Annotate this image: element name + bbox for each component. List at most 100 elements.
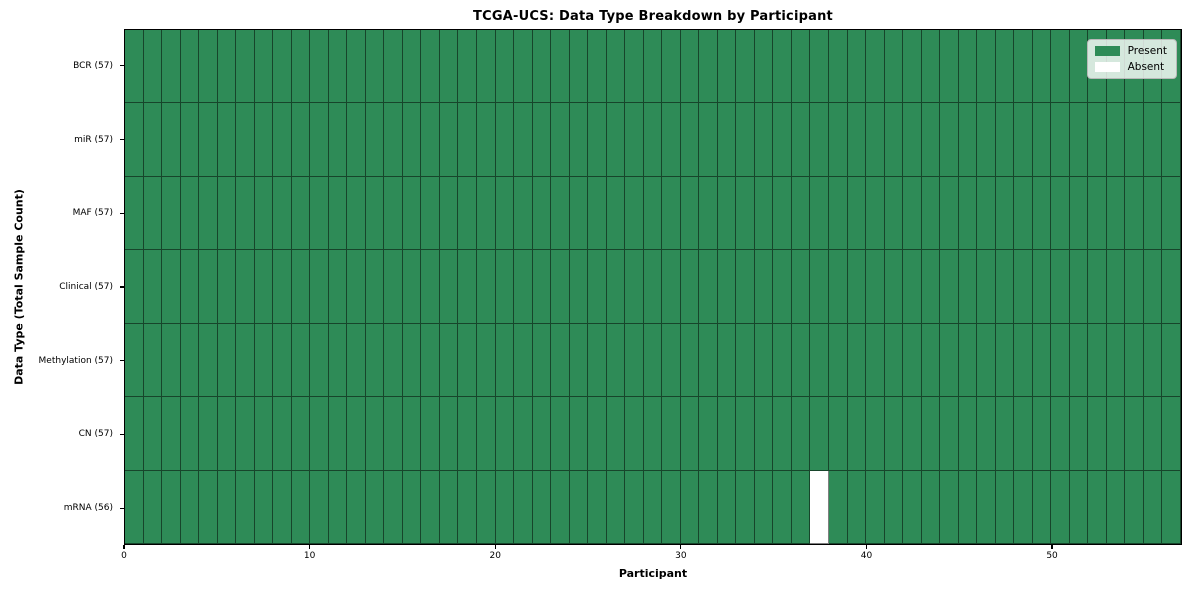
heatmap-cell-cn-9 — [291, 397, 311, 471]
heatmap-cell-clinical-25 — [588, 250, 607, 324]
heatmap-cell-mir-35 — [773, 103, 792, 177]
heatmap-cell-mrna-51 — [1069, 470, 1089, 544]
heatmap-cell-mrna-7 — [254, 470, 274, 544]
heatmap-cell-cn-47 — [995, 397, 1015, 471]
heatmap-cell-bcr-41 — [884, 30, 904, 104]
heatmap-cell-bcr-19 — [476, 30, 496, 104]
heatmap-cell-cn-25 — [588, 397, 607, 471]
heatmap-cell-clinical-55 — [1143, 250, 1163, 324]
heatmap-cell-mrna-16 — [421, 470, 440, 544]
heatmap-cell-clinical-56 — [1162, 250, 1181, 324]
heatmap-cell-clinical-23 — [551, 250, 570, 324]
heatmap-cell-maf-50 — [1051, 176, 1070, 251]
x-tick-label: 40 — [860, 551, 873, 561]
heatmap-cell-mrna-45 — [958, 470, 978, 544]
y-tick-mark — [119, 65, 124, 67]
heatmap-cell-methylation-33 — [736, 323, 755, 398]
heatmap-cell-methylation-20 — [495, 323, 515, 398]
heatmap-cell-clinical-30 — [680, 250, 700, 324]
heatmap-cell-maf-13 — [365, 176, 385, 251]
heatmap-cell-cn-35 — [773, 397, 792, 471]
heatmap-grid — [125, 30, 1181, 544]
heatmap-cell-mir-20 — [495, 103, 515, 177]
heatmap-cell-methylation-10 — [310, 323, 329, 398]
heatmap-cell-bcr-0 — [125, 30, 144, 104]
y-tick-mark — [119, 433, 124, 436]
heatmap-cell-mrna-29 — [662, 470, 681, 544]
heatmap-cell-mrna-31 — [699, 470, 718, 544]
heatmap-cell-methylation-42 — [903, 323, 922, 398]
heatmap-cell-mir-41 — [884, 103, 904, 177]
heatmap-cell-methylation-53 — [1106, 323, 1126, 398]
heatmap-cell-mrna-28 — [643, 470, 663, 544]
heatmap-cell-methylation-32 — [717, 323, 737, 398]
y-tick-label: Clinical (57) — [59, 282, 113, 292]
heatmap-cell-bcr-1 — [143, 30, 163, 104]
heatmap-cell-methylation-37 — [810, 323, 829, 398]
heatmap-cell-maf-24 — [569, 176, 589, 251]
heatmap-cell-cn-45 — [958, 397, 978, 471]
heatmap-cell-maf-5 — [217, 176, 237, 251]
heatmap-cell-clinical-3 — [180, 250, 200, 324]
heatmap-cell-mrna-49 — [1032, 470, 1052, 544]
heatmap-cell-mir-6 — [236, 103, 255, 177]
heatmap-cell-maf-52 — [1088, 176, 1107, 251]
heatmap-cell-methylation-56 — [1162, 323, 1181, 398]
heatmap-cell-mir-48 — [1014, 103, 1033, 177]
heatmap-cell-bcr-15 — [402, 30, 422, 104]
heatmap-cell-bcr-7 — [254, 30, 274, 104]
x-axis: 0 10 20 30 40 50 — [121, 545, 1182, 567]
x-tick-mark — [680, 545, 682, 549]
heatmap-cell-cn-4 — [199, 397, 218, 471]
heatmap-cell-mir-8 — [273, 103, 292, 177]
heatmap-cell-mir-45 — [958, 103, 978, 177]
heatmap-cell-mrna-54 — [1125, 470, 1144, 544]
legend: Present Absent — [1086, 39, 1177, 79]
heatmap-cell-maf-2 — [162, 176, 181, 251]
heatmap-cell-cn-44 — [940, 397, 959, 471]
heatmap-cell-clinical-45 — [958, 250, 978, 324]
heatmap-cell-mir-1 — [143, 103, 163, 177]
heatmap-cell-cn-18 — [458, 397, 477, 471]
heatmap-cell-cn-12 — [347, 397, 366, 471]
heatmap-cell-maf-40 — [866, 176, 885, 251]
heatmap-cell-maf-46 — [977, 176, 996, 251]
legend-swatch-present — [1094, 46, 1120, 56]
heatmap-cell-cn-14 — [384, 397, 403, 471]
heatmap-cell-maf-48 — [1014, 176, 1033, 251]
heatmap-cell-maf-38 — [828, 176, 848, 251]
heatmap-cell-methylation-31 — [699, 323, 718, 398]
heatmap-cell-cn-3 — [180, 397, 200, 471]
heatmap-cell-methylation-16 — [421, 323, 440, 398]
x-tick-label: 10 — [303, 551, 316, 561]
heatmap-cell-cn-19 — [476, 397, 496, 471]
heatmap-cell-methylation-29 — [662, 323, 681, 398]
heatmap-cell-clinical-14 — [384, 250, 403, 324]
heatmap-cell-mir-21 — [514, 103, 533, 177]
heatmap-cell-maf-53 — [1106, 176, 1126, 251]
heatmap-cell-methylation-7 — [254, 323, 274, 398]
heatmap-cell-bcr-4 — [199, 30, 218, 104]
heatmap-cell-cn-55 — [1143, 397, 1163, 471]
heatmap-cell-bcr-13 — [365, 30, 385, 104]
heatmap-cell-mir-2 — [162, 103, 181, 177]
heatmap-cell-mir-46 — [977, 103, 996, 177]
heatmap-cell-clinical-31 — [699, 250, 718, 324]
heatmap-cell-mir-15 — [402, 103, 422, 177]
heatmap-cell-maf-10 — [310, 176, 329, 251]
x-axis-label: Participant — [618, 567, 688, 580]
heatmap-cell-mir-44 — [940, 103, 959, 177]
heatmap-cell-maf-4 — [199, 176, 218, 251]
heatmap-cell-mrna-30 — [680, 470, 700, 544]
heatmap-cell-cn-32 — [717, 397, 737, 471]
heatmap-cell-maf-25 — [588, 176, 607, 251]
heatmap-cell-mrna-41 — [884, 470, 904, 544]
heatmap-cell-methylation-6 — [236, 323, 255, 398]
heatmap-cell-methylation-55 — [1143, 323, 1163, 398]
y-tick-label: BCR (57) — [73, 60, 113, 71]
heatmap-cell-cn-51 — [1069, 397, 1089, 471]
heatmap-cell-bcr-45 — [958, 30, 978, 104]
heatmap-cell-maf-43 — [921, 176, 941, 251]
heatmap-cell-mrna-44 — [940, 470, 959, 544]
heatmap-cell-mrna-18 — [458, 470, 477, 544]
